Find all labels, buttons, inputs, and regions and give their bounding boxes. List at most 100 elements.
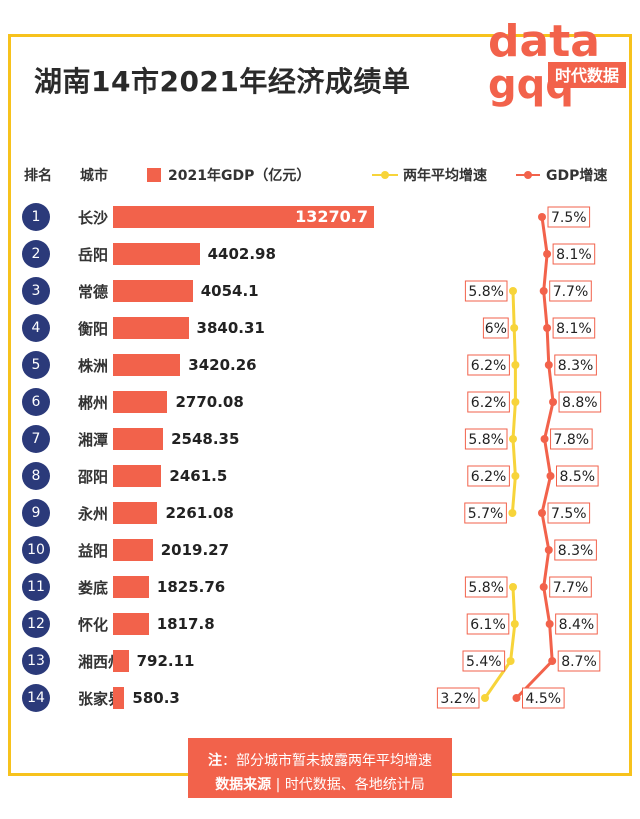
gdp-growth-label: 7.7% xyxy=(553,284,589,300)
gdp-growth-label-box xyxy=(547,502,591,524)
brand-logo: data gqq 时代数据 xyxy=(488,16,626,108)
gdp-growth-label: 8.5% xyxy=(560,469,596,485)
gdp-value-label: 1825.76 xyxy=(156,578,226,596)
gdp-growth-label: 7.8% xyxy=(554,432,590,448)
avg-growth-label: 5.4% xyxy=(466,654,502,670)
city-label: 株洲 xyxy=(78,357,109,375)
gdp-bar xyxy=(113,391,168,413)
rank-badge: 7 xyxy=(22,425,50,453)
header-gdp-growth: GDP增速 xyxy=(546,168,608,184)
header-city: 城市 xyxy=(80,168,108,184)
avg-growth-point xyxy=(509,583,517,591)
gdp-growth-point xyxy=(544,546,553,554)
avg-growth-label-box xyxy=(464,428,508,450)
gdp-value-label: 2770.08 xyxy=(175,393,244,411)
gdp-value-label: 792.11 xyxy=(136,652,195,670)
avg-growth-point xyxy=(510,324,519,332)
header-rank: 排名 xyxy=(24,168,52,184)
legend-gdp-swatch xyxy=(147,168,161,182)
avg-growth-label-box xyxy=(464,280,508,302)
gdp-growth-point xyxy=(543,250,552,258)
gdp-bar xyxy=(113,576,149,598)
avg-growth-label-box xyxy=(436,687,480,709)
footer-source-label: 数据来源 xyxy=(215,777,272,793)
rank-badge: 2 xyxy=(22,240,50,268)
gdp-growth-label-box xyxy=(522,687,565,709)
gdp-bar xyxy=(113,354,181,376)
gdp-value-label: 2461.5 xyxy=(169,467,228,485)
city-label: 怀化 xyxy=(78,616,109,634)
avg-growth-label-box xyxy=(462,650,506,672)
avg-growth-point xyxy=(511,361,520,369)
rank-badge: 8 xyxy=(22,462,50,490)
gdp-growth-label-box xyxy=(554,354,597,376)
gdp-growth-label-box xyxy=(547,206,591,228)
header-gdp: 2021年GDP（亿元） xyxy=(168,168,311,184)
chart-frame xyxy=(8,34,632,776)
logo-brand: 时代数据 xyxy=(555,66,619,85)
gdp-growth-label-box xyxy=(552,317,596,339)
gdp-bar xyxy=(113,317,189,339)
gdp-growth-label: 8.3% xyxy=(558,358,594,374)
rank-badge: 13 xyxy=(22,647,50,675)
gdp-value-label: 4402.98 xyxy=(207,245,276,263)
avg-growth-label-box xyxy=(464,576,508,598)
gdp-growth-label-box xyxy=(549,576,592,598)
footer-source-text: 时代数据、各地统计局 xyxy=(284,777,425,793)
logo-text-top: data xyxy=(488,16,600,67)
gdp-growth-label: 4.5% xyxy=(526,691,562,707)
gdp-growth-point xyxy=(545,620,554,628)
avg-growth-label: 5.8% xyxy=(468,580,504,596)
gdp-growth-point xyxy=(539,583,548,591)
gdp-growth-point xyxy=(543,324,552,332)
gdp-growth-label: 8.3% xyxy=(558,543,594,559)
avg-growth-label: 6% xyxy=(485,321,507,337)
header-avg-growth: 两年平均增速 xyxy=(403,168,487,184)
city-label: 岳阳 xyxy=(78,246,109,264)
city-label: 娄底 xyxy=(78,579,109,597)
city-label: 益阳 xyxy=(78,542,109,560)
city-label: 衡阳 xyxy=(78,320,109,338)
rank-badge: 14 xyxy=(22,684,50,712)
gdp-bar xyxy=(113,428,164,450)
chart-title: 湖南14市2021年经济成绩单 xyxy=(34,65,411,98)
avg-growth-point xyxy=(510,620,519,628)
gdp-growth-label-box xyxy=(558,391,602,413)
gdp-growth-point xyxy=(539,287,548,295)
city-label: 常德 xyxy=(78,283,109,301)
gdp-growth-point xyxy=(544,361,553,369)
footer-note: 注：部分城市暂未披露两年平均增速 xyxy=(188,750,452,770)
gdp-value-label: 580.3 xyxy=(132,689,180,707)
rank-badge: 10 xyxy=(22,536,50,564)
city-label: 邵阳 xyxy=(78,468,109,486)
avg-growth-label: 6.1% xyxy=(470,617,506,633)
footer-note-label: 注 xyxy=(208,753,222,769)
city-label: 湘西州 xyxy=(78,653,124,671)
gdp-growth-label: 8.1% xyxy=(556,247,592,263)
gdp-bar xyxy=(113,206,374,228)
avg-growth-label-box xyxy=(467,391,510,413)
rank-badge: 5 xyxy=(22,351,50,379)
gdp-growth-label: 8.7% xyxy=(561,654,597,670)
gdp-bar xyxy=(113,539,153,561)
gdp-growth-point xyxy=(538,509,546,517)
avg-growth-label-box xyxy=(464,502,507,524)
gdp-value-label: 4054.1 xyxy=(200,282,259,300)
gdp-growth-point xyxy=(546,472,555,480)
gdp-growth-label: 8.1% xyxy=(556,321,592,337)
gdp-bar xyxy=(113,243,200,265)
footer-note-text: ：部分城市暂未披露两年平均增速 xyxy=(222,753,432,769)
avg-growth-label: 6.2% xyxy=(471,395,507,411)
avg-growth-label: 5.8% xyxy=(468,284,504,300)
footer-source-sep: | xyxy=(275,777,281,793)
gdp-growth-label: 8.8% xyxy=(562,395,598,411)
gdp-growth-label: 7.5% xyxy=(551,210,587,226)
avg-growth-label-box xyxy=(467,465,510,487)
city-label: 张家界 xyxy=(78,690,124,708)
gdp-bar xyxy=(113,613,149,635)
gdp-value-label: 2019.27 xyxy=(160,541,230,559)
avg-growth-line xyxy=(483,586,517,699)
avg-growth-point xyxy=(506,657,515,665)
avg-growth-label-box xyxy=(466,613,510,635)
